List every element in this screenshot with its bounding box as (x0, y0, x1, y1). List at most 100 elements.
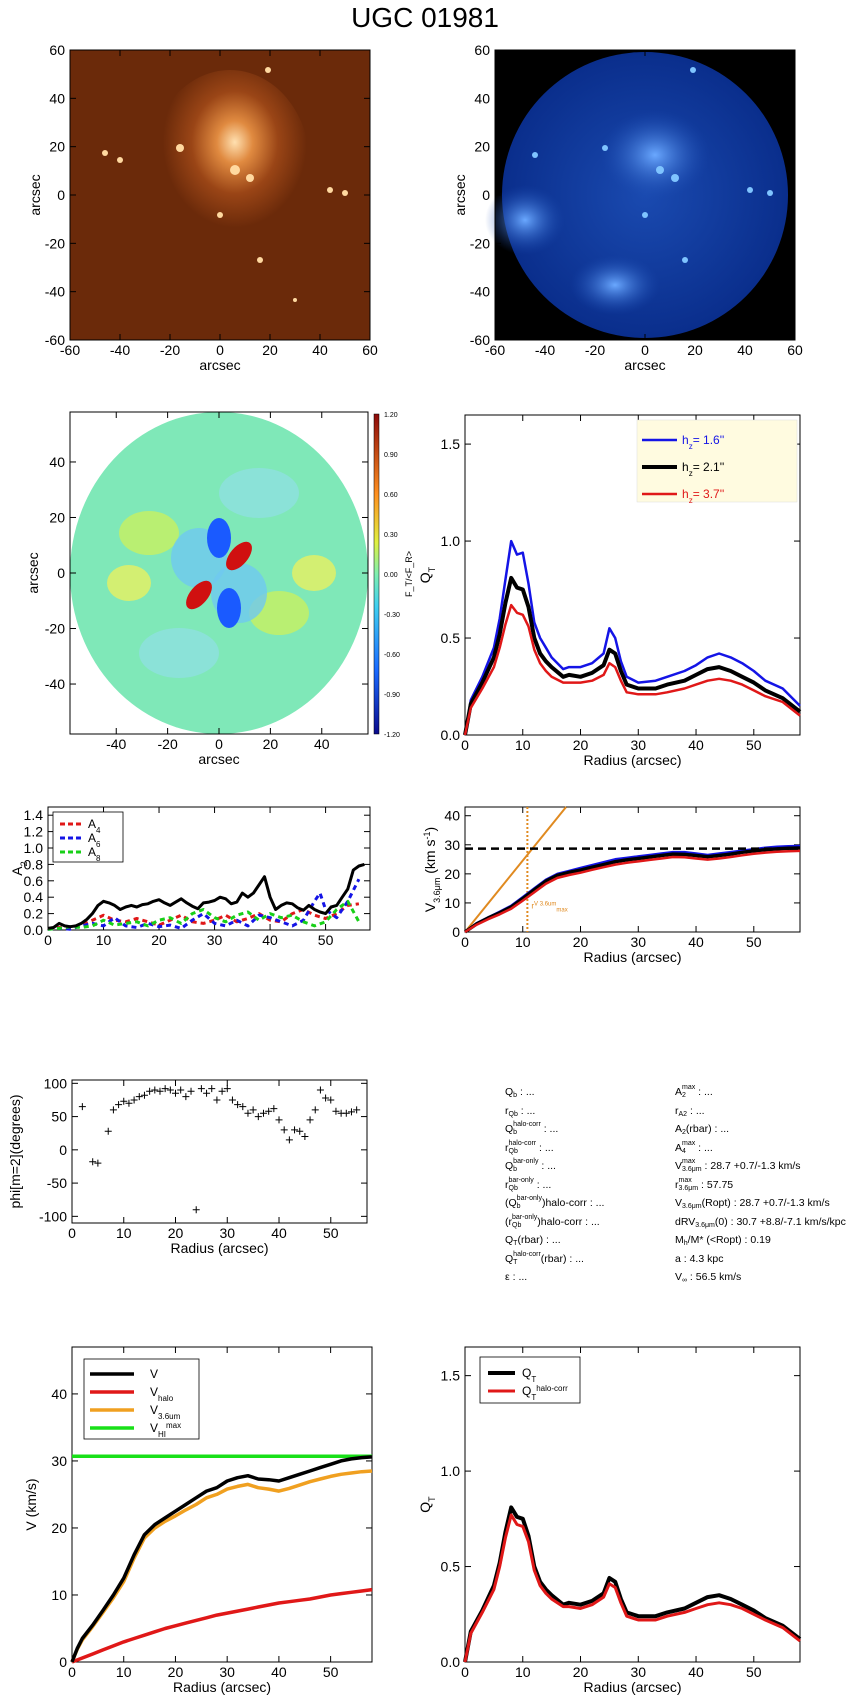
series-line (463, 1505, 802, 1663)
data-point (94, 1159, 102, 1167)
x-tick-label: 20 (573, 1664, 589, 1680)
data-point (249, 1106, 257, 1114)
x-tick-label: 10 (116, 1225, 132, 1241)
star (656, 166, 664, 174)
x-tick-label: 0 (216, 342, 224, 358)
parameter-row: dRV 3.6μm (0) : 30.7 +8.8/-7.1 km/s/kpc (675, 1215, 846, 1229)
series-line (70, 1455, 373, 1663)
data-point (234, 1101, 242, 1109)
y-axis-label: arcsec (27, 174, 43, 215)
data-point (223, 1085, 231, 1093)
x-tick-label: 50 (323, 1664, 339, 1680)
y-tick-label: -100 (39, 1208, 67, 1224)
y-tick-label: 1.5 (441, 1368, 461, 1384)
data-point (89, 1158, 97, 1166)
star (257, 257, 263, 263)
y-tick-label: 20 (444, 866, 460, 882)
data-point (228, 1096, 236, 1104)
series-line (71, 1587, 373, 1664)
x-tick-label: 30 (219, 1225, 235, 1241)
x-tick-label: 10 (96, 932, 112, 948)
qt-halo-panel: 0 10 20 30 40 50 0.0 0.5 1.0 1.5 Radius (arcsec) QT… (417, 1335, 850, 1700)
y-tick-label: 50 (51, 1109, 67, 1125)
x-tick-label: 20 (687, 342, 703, 358)
x-tick-label: 20 (573, 737, 589, 753)
x-tick-label: 0 (215, 736, 223, 752)
data-point (213, 1096, 221, 1104)
y-tick-label: 10 (444, 895, 460, 911)
y-axis-label: phi[m=2](degrees) (7, 1094, 23, 1208)
fourier-amplitude-plot: 0 10 20 30 40 500.00.20.40.60.81.01.21.4A2A4A… (9, 806, 371, 948)
x-axis-label: Radius (arcsec) (170, 1240, 268, 1256)
y-axis-label: V (km/s) (23, 1478, 39, 1530)
star (682, 257, 688, 263)
data-point (140, 1091, 148, 1099)
y-tick-label: 0.5 (441, 1559, 461, 1575)
y-tick-label: 0 (57, 565, 65, 581)
positive-lobe (226, 541, 252, 571)
colorbar (373, 413, 380, 735)
x-tick-label: -40 (535, 342, 555, 358)
star (230, 165, 240, 175)
qt-hz-plot: 0 10 20 30 40 50 0.0 0.5 1.0 1.5 Radius (arcsec) QT… (417, 414, 802, 768)
y-tick-label: -40 (45, 676, 65, 692)
x-tick-label: 40 (262, 932, 278, 948)
x-axis-label: arcsec (199, 357, 240, 373)
x-tick-label: 50 (746, 934, 762, 950)
legend-entry: hz= 1.6'' (682, 433, 724, 451)
series-line (464, 849, 801, 934)
y-tick-label: -40 (45, 284, 65, 300)
x-tick-label: 50 (746, 737, 762, 753)
x-tick-label: 60 (362, 342, 378, 358)
star (747, 187, 753, 193)
x-axis-label: arcsec (624, 357, 665, 373)
data-point (259, 1109, 267, 1117)
y-tick-label: 40 (49, 454, 65, 470)
x-tick-label: -40 (106, 736, 126, 752)
data-point (291, 1126, 299, 1134)
rotation-curve-panel: 0 10 20 30 40 50 0 10 20 30 40 Radius (arcsec) V (km… (0, 1335, 425, 1700)
ratio-map-plot: -40 -20 0 20 40 40 20 0 -20 -40 arcsec arcsec 1.20 0.… (25, 411, 414, 767)
parameter-row: r Qb : ... (505, 1104, 536, 1118)
legend-entry: A8 (88, 845, 101, 863)
y-tick-label: 0.0 (24, 922, 44, 938)
x-tick-label: 10 (515, 934, 531, 950)
x-tick-label: 50 (323, 1225, 339, 1241)
y-tick-label: -60 (45, 332, 65, 348)
y-tick-label: 0.5 (441, 630, 461, 646)
data-point (332, 1107, 340, 1115)
y-tick-label: 100 (44, 1075, 68, 1091)
figure-title: UGC 01981 (351, 2, 499, 33)
x-axis-label: Radius (arcsec) (583, 1679, 681, 1695)
y-tick-label: 10 (51, 1587, 67, 1603)
star (327, 187, 333, 193)
y-tick-label: 0.6 (24, 873, 44, 889)
legend-entry: hz= 2.1'' (682, 460, 724, 478)
y-tick-label: 0 (482, 187, 490, 203)
data-point (130, 1096, 138, 1104)
x-axis-label: Radius (arcsec) (583, 752, 681, 768)
y-tick-label: 40 (49, 90, 65, 106)
fourier-panel: 0 10 20 30 40 50 0.0 0.2 0.4 0.6 0.8 1.0 1.2 1.4 A2 A4 A… (0, 795, 425, 1050)
parameter-row: r halo-corr Qb : ... (505, 1139, 554, 1155)
legend-box (636, 419, 798, 503)
plot-frame (47, 806, 371, 931)
legend-entry: QT (522, 1366, 536, 1384)
y-tick-label: 40 (51, 1386, 67, 1402)
phase-panel: 0 10 20 30 40 50 100 50 0 -50 -100 Radius (arcsec) p… (0, 1075, 425, 1310)
data-point (177, 1086, 185, 1094)
series-line (70, 1469, 373, 1663)
y-tick-label: -60 (470, 332, 490, 348)
parameter-row: (r bar-only Qb)halo-corr : ... (505, 1213, 600, 1229)
galaxy-glow (150, 70, 310, 260)
data-point (285, 1136, 293, 1144)
data-point (187, 1087, 195, 1095)
series-line (463, 603, 801, 736)
colorbar-tick-label: 0.00 (384, 572, 398, 579)
y-tick-label: 30 (51, 1453, 67, 1469)
parameter-row: V ∞ : 56.5 km/s (675, 1271, 742, 1285)
